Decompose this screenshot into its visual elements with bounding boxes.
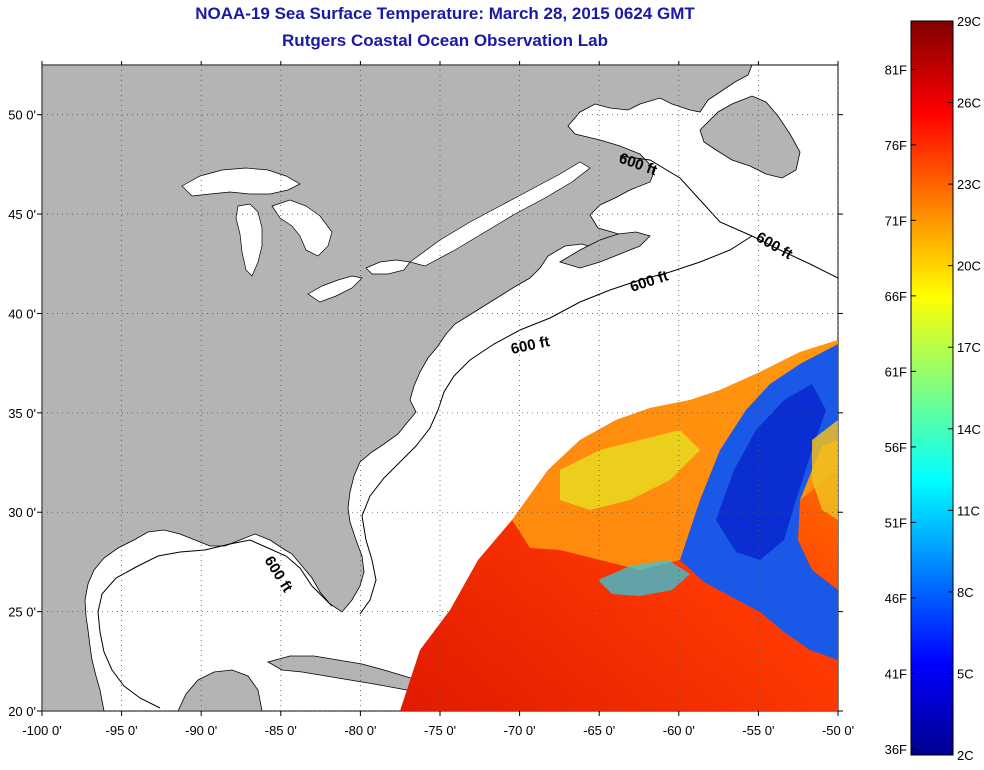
sst-cyan-streak <box>598 560 690 596</box>
st-lawrence-river <box>409 161 591 267</box>
colorbar <box>910 20 954 756</box>
lake-erie <box>307 275 363 303</box>
colorbar-f-label: 56F <box>885 440 907 455</box>
lat-tick-label: 30 0' <box>8 505 36 520</box>
lon-tick-label: -65 0' <box>583 723 615 738</box>
lat-tick-label: 50 0' <box>8 108 36 123</box>
sst-cold-core <box>716 384 826 560</box>
lat-tick-label: 25 0' <box>8 605 36 620</box>
colorbar-c-label: 14C <box>957 422 981 437</box>
depth-contour-600ft <box>97 155 838 709</box>
colorbar-c-label: 2C <box>957 748 974 763</box>
lon-tick-label: -95 0' <box>106 723 138 738</box>
colorbar-f-label: 66F <box>885 289 907 304</box>
colorbar-c-label: 11C <box>957 503 980 518</box>
map-axes: -100 0' -95 0' -90 0' -85 0' -80 0' -75 0' -70… <box>8 61 854 738</box>
land-nova-scotia <box>559 231 651 269</box>
land-yucatan <box>177 669 263 711</box>
sst-yellow-patch <box>560 430 700 510</box>
colorbar-c-label: 26C <box>957 96 981 111</box>
lon-tick-label: -80 0' <box>344 723 376 738</box>
lat-tick-label: 40 0' <box>8 306 36 321</box>
colorbar-f-label: 81F <box>885 62 907 77</box>
lon-tick-label: -60 0' <box>663 723 695 738</box>
lon-tick-label: -70 0' <box>504 723 536 738</box>
lake-superior <box>181 167 301 197</box>
colorbar-c-label: 17C <box>957 340 981 355</box>
colorbar-c-label: 23C <box>957 177 981 192</box>
colorbar-f-label: 61F <box>885 364 907 379</box>
lon-tick-label: -100 0' <box>22 723 61 738</box>
lat-tick-label: 35 0' <box>8 406 36 421</box>
colorbar-ticks: 29C 26C 23C 20C 17C 14C 11C 8C 5C 2C 81F 76F 71F 66F 6… <box>885 14 981 763</box>
lon-tick-label: -50 0' <box>822 723 854 738</box>
colorbar-f-label: 41F <box>885 666 907 681</box>
lat-tick-label: 45 0' <box>8 207 36 222</box>
colorbar-f-label: 51F <box>885 515 907 530</box>
lake-ontario <box>365 259 411 275</box>
colorbar-f-label: 46F <box>885 591 907 606</box>
land-north-america <box>42 65 753 711</box>
colorbar-c-label: 8C <box>957 585 974 600</box>
map-title: NOAA-19 Sea Surface Temperature: March 2… <box>195 4 695 23</box>
land-newfoundland <box>699 95 801 179</box>
lon-tick-label: -75 0' <box>424 723 456 738</box>
lat-tick-label: 20 0' <box>8 704 36 719</box>
sst-east-warm-patch <box>812 420 838 520</box>
map-subtitle: Rutgers Coastal Ocean Observation Lab <box>282 31 608 50</box>
lake-michigan <box>235 203 263 277</box>
colorbar-c-label: 29C <box>957 14 981 29</box>
lon-tick-label: -85 0' <box>265 723 297 738</box>
colorbar-f-label: 71F <box>885 213 907 228</box>
lon-tick-label: -90 0' <box>185 723 217 738</box>
lon-tick-label: -55 0' <box>742 723 774 738</box>
colorbar-c-label: 20C <box>957 259 981 274</box>
colorbar-f-label: 36F <box>885 742 907 757</box>
colorbar-f-label: 76F <box>885 138 907 153</box>
colorbar-c-label: 5C <box>957 666 974 681</box>
